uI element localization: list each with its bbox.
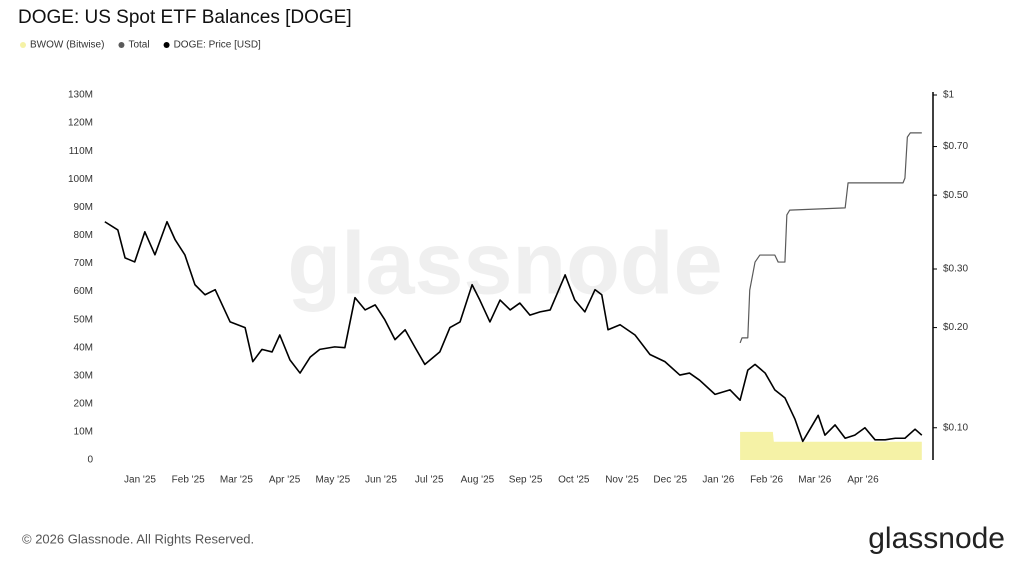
x-tick-label: Mar '25 [220,475,253,486]
x-tick-label: Feb '26 [750,475,783,486]
y-tick-label: 80M [74,230,93,241]
y2-tick-label: $0.50 [943,190,968,201]
x-tick-label: May '25 [315,475,350,486]
legend-marker [118,42,125,48]
y-tick-label: 130M [68,90,93,101]
y-tick-label: 100M [68,174,93,185]
x-tick-label: Nov '25 [605,475,639,486]
legend-marker [163,42,170,48]
legend: BWOW (Bitwise) Total DOGE: Price [USD] [20,40,261,51]
y-tick-label: 10M [74,427,93,438]
x-tick-label: Apr '26 [847,475,879,486]
line [739,132,922,344]
footer: © 2026 Glassnode. All Rights Reserved. [22,531,254,546]
chart-title: DOGE: US Spot ETF Balances [DOGE] [18,7,352,28]
legend-label: DOGE: Price [USD] [174,40,261,51]
y-tick-label: 90M [74,202,93,213]
x-tick-label: Oct '25 [558,475,590,486]
y2-tick-label: $0.10 [943,422,968,433]
brand-logo: glassnode [868,522,1005,555]
x-tick-label: Jun '25 [365,475,397,486]
x-tick-label: Mar '26 [798,475,831,486]
x-tick-label: Jan '26 [702,475,734,486]
y2-tick-label: $1 [943,90,955,101]
y-tick-label: 20M [74,398,93,409]
y-tick-label: 120M [68,118,93,129]
x-tick-label: Jan '25 [124,475,156,486]
x-tick-label: Aug '25 [461,475,495,486]
legend-label: BWOW (Bitwise) [30,40,104,51]
line [104,220,923,443]
y-tick-label: 30M [74,370,93,381]
x-tick-label: Sep '25 [509,475,543,486]
y2-tick-label: $0.20 [943,322,968,333]
y-tick-label: 110M [69,146,93,157]
x-tick-label: Dec '25 [653,475,687,486]
y2-tick-label: $0.70 [943,141,968,152]
x-tick-label: Jul '25 [415,475,444,486]
legend-label: Total [128,40,149,51]
y2-tick-label: $0.30 [943,264,968,275]
area [740,431,922,460]
legend-marker [20,42,26,48]
y-tick-label: 0 [87,455,93,466]
watermark: glassnode [287,213,722,312]
y-tick-label: 70M [74,258,93,269]
y-tick-label: 40M [74,342,93,353]
x-tick-label: Apr '25 [269,475,301,486]
x-tick-label: Feb '25 [172,475,205,486]
plot-area: 0 10M 20M 30M 40M 50M 60M 70M 80M 90M 100M 110M 120M… [68,90,968,486]
y-tick-label: 50M [74,314,93,325]
y-tick-label: 60M [74,286,93,297]
